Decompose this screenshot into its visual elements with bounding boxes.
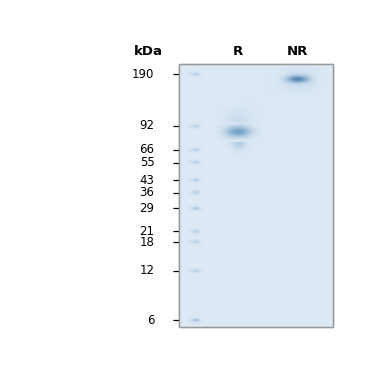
Text: 43: 43 bbox=[140, 174, 154, 186]
Text: R: R bbox=[232, 45, 243, 58]
Text: 6: 6 bbox=[147, 314, 154, 327]
Text: NR: NR bbox=[287, 45, 308, 58]
Text: 18: 18 bbox=[140, 236, 154, 249]
Text: 29: 29 bbox=[140, 202, 154, 214]
Text: 66: 66 bbox=[140, 143, 154, 156]
Text: 55: 55 bbox=[140, 156, 154, 169]
Text: 92: 92 bbox=[140, 119, 154, 132]
Bar bbox=[179, 64, 333, 327]
Text: 12: 12 bbox=[140, 264, 154, 278]
Text: kDa: kDa bbox=[134, 45, 163, 58]
Text: 36: 36 bbox=[140, 186, 154, 199]
Bar bbox=[179, 64, 333, 327]
Text: 21: 21 bbox=[140, 225, 154, 238]
Text: 190: 190 bbox=[132, 68, 154, 81]
